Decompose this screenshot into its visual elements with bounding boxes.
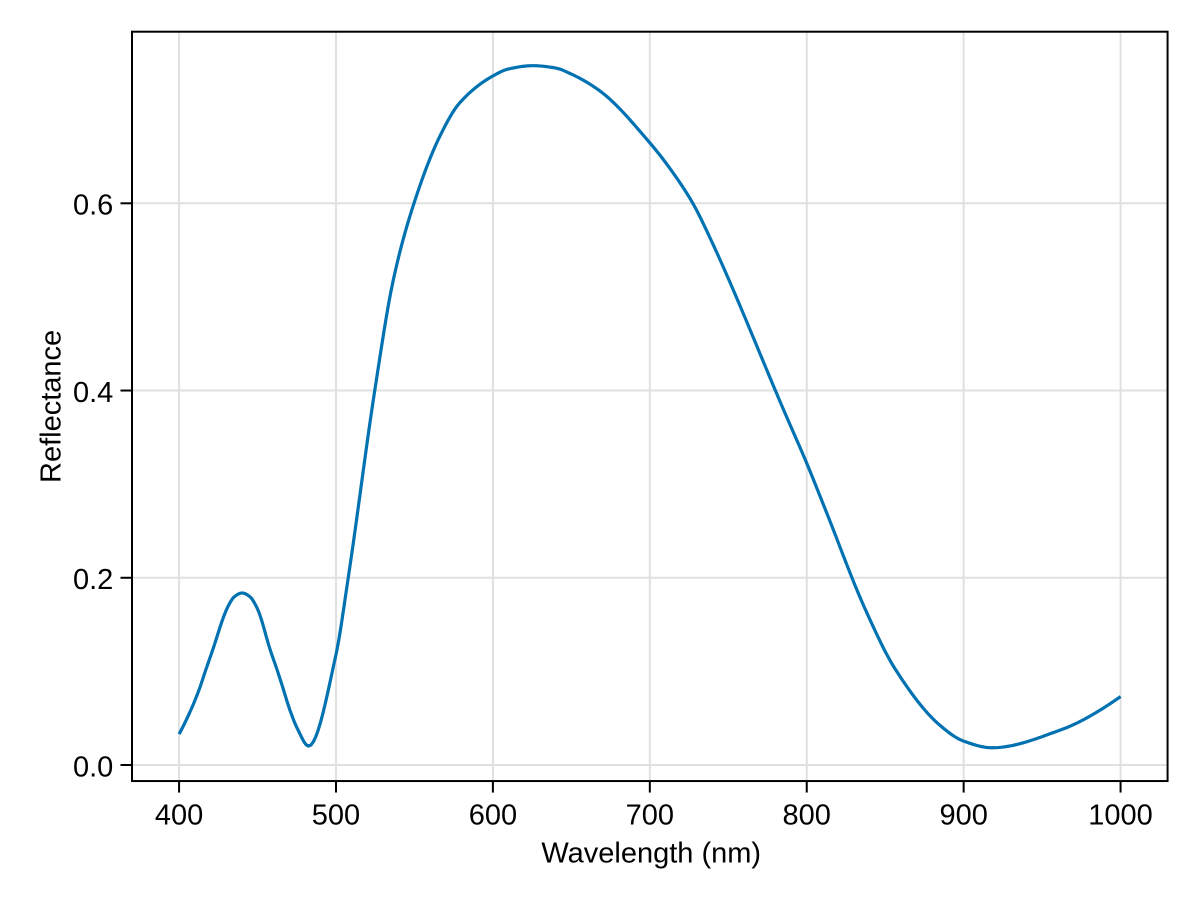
svg-text:600: 600 xyxy=(469,800,517,832)
svg-text:0.2: 0.2 xyxy=(73,564,113,596)
svg-text:1000: 1000 xyxy=(1088,800,1153,832)
svg-text:900: 900 xyxy=(939,800,987,832)
svg-text:800: 800 xyxy=(783,800,831,832)
svg-text:0.6: 0.6 xyxy=(73,190,113,222)
svg-text:Reflectance: Reflectance xyxy=(35,330,67,483)
svg-text:700: 700 xyxy=(626,800,674,832)
svg-text:0.0: 0.0 xyxy=(73,751,113,783)
svg-text:Wavelength (nm): Wavelength (nm) xyxy=(541,837,761,869)
svg-text:400: 400 xyxy=(155,800,203,832)
svg-text:0.4: 0.4 xyxy=(73,377,113,409)
svg-text:500: 500 xyxy=(312,800,360,832)
